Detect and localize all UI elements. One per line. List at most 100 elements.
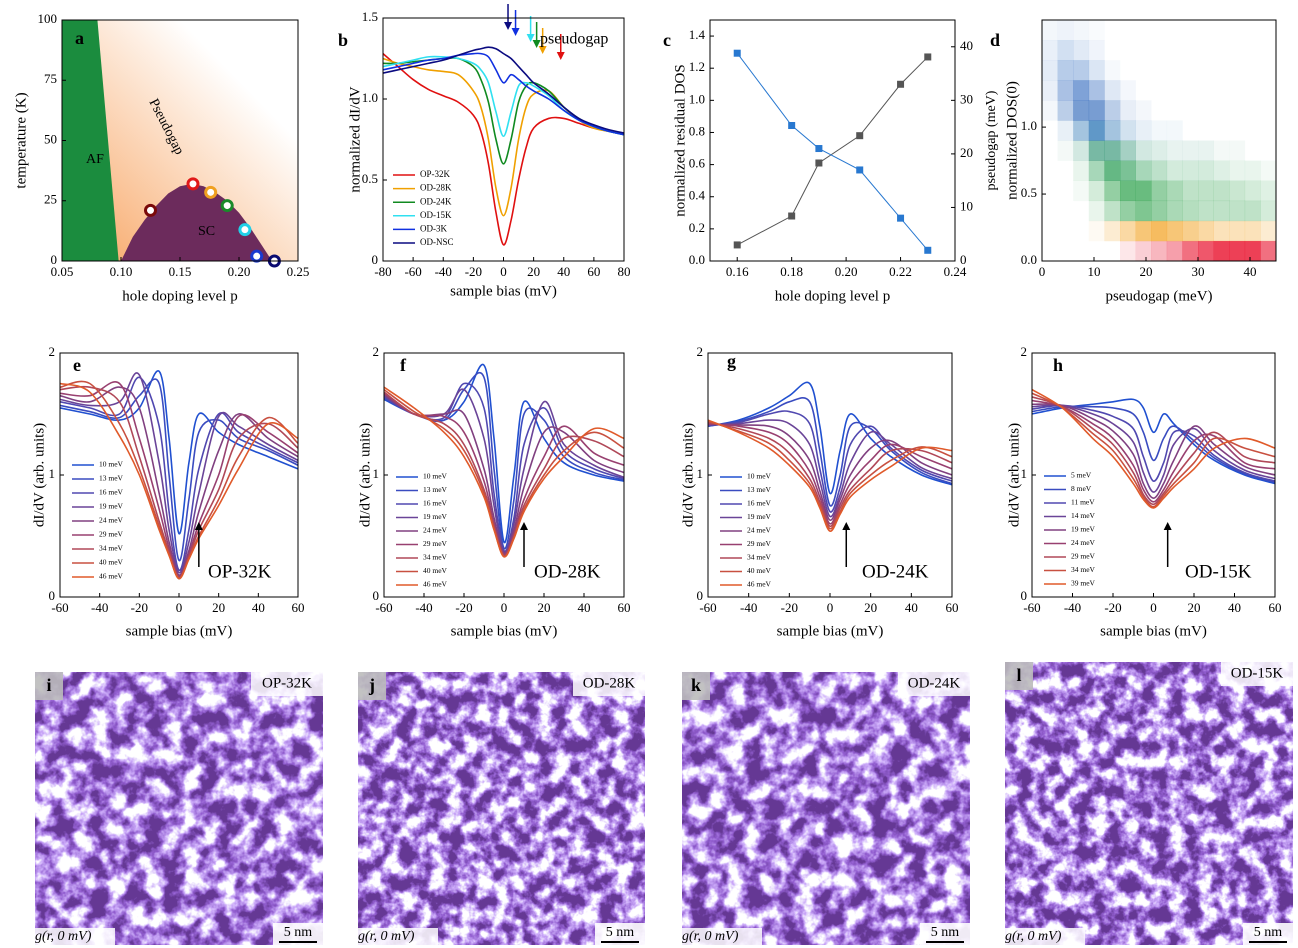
x-tick-label: -20 xyxy=(781,600,798,615)
legend-label: 10 meV xyxy=(99,460,124,469)
region-label: SC xyxy=(198,224,215,239)
density-cell xyxy=(1088,200,1105,222)
density-cell xyxy=(1073,80,1090,101)
scale-bar-label: 5 nm xyxy=(606,925,635,940)
marker xyxy=(897,80,905,88)
x-tick-label: 80 xyxy=(618,264,631,279)
series-line xyxy=(60,372,298,574)
scale-bar-label: 5 nm xyxy=(1254,925,1283,940)
density-cell xyxy=(1135,120,1152,141)
density-cell xyxy=(1214,40,1230,60)
density-cell xyxy=(1042,40,1058,61)
x-tick-label: 0.15 xyxy=(169,264,192,279)
density-cell xyxy=(1151,140,1168,161)
x-tick-label: 60 xyxy=(587,264,600,279)
series-line xyxy=(384,382,624,552)
x-axis-label: hole doping level p xyxy=(122,288,237,304)
caption: g(r, 0 mV) xyxy=(358,929,415,944)
y2-tick-label: 40 xyxy=(960,38,973,53)
density-cell xyxy=(1182,240,1199,262)
density-cell xyxy=(1136,60,1152,80)
x-tick-label: 0.24 xyxy=(944,264,967,279)
y-tick-label: 1.4 xyxy=(689,27,706,42)
density-cell xyxy=(1135,180,1152,202)
arrow-head xyxy=(556,52,565,60)
density-cell xyxy=(1182,180,1199,202)
density-cell xyxy=(1214,100,1230,120)
density-cell xyxy=(1088,60,1105,81)
density-cell xyxy=(1166,180,1183,202)
series-line xyxy=(736,56,929,246)
legend-label: 29 meV xyxy=(747,539,772,548)
x-tick-label: 0.05 xyxy=(51,264,74,279)
density-cell xyxy=(1182,220,1199,242)
panel-label: h xyxy=(1053,355,1063,375)
y-tick-label: 25 xyxy=(44,192,57,207)
density-cell xyxy=(1073,100,1090,121)
x-tick-label: -40 xyxy=(415,600,432,615)
x-tick-label: 0 xyxy=(176,600,183,615)
y-tick-label: 2 xyxy=(49,344,56,359)
density-cell xyxy=(1167,100,1183,120)
density-cell xyxy=(1213,240,1230,262)
caption: g(r, 0 mV) xyxy=(682,929,739,944)
density-cell xyxy=(1088,220,1105,242)
density-cell xyxy=(1244,220,1261,242)
series-line xyxy=(384,391,624,557)
series-line xyxy=(384,363,624,543)
series-line xyxy=(60,376,298,571)
series-line xyxy=(384,393,624,554)
density-cell xyxy=(1166,160,1183,181)
density-cell xyxy=(1245,60,1261,80)
legend-label: 46 meV xyxy=(747,580,772,589)
density-cell xyxy=(1166,140,1183,161)
legend-label: 8 meV xyxy=(1071,484,1092,493)
density-cell xyxy=(1198,40,1214,60)
density-cell xyxy=(1214,120,1230,140)
density-cell xyxy=(1042,60,1058,81)
density-cell xyxy=(1120,140,1136,161)
density-cell xyxy=(1182,160,1199,181)
density-cell xyxy=(1135,220,1152,242)
legend-label: OD-3K xyxy=(420,223,447,233)
series-line xyxy=(384,386,624,558)
x-tick-label: 60 xyxy=(618,600,631,615)
legend-label: 34 meV xyxy=(99,544,124,553)
density-cell xyxy=(1166,200,1183,222)
density-cell xyxy=(1198,200,1214,222)
y-axis-label: dI/dV (arb. units) xyxy=(31,423,47,527)
density-cell xyxy=(1104,40,1120,60)
y-tick-label: 0.0 xyxy=(689,252,705,267)
legend-label: 13 meV xyxy=(747,485,772,494)
sample-label: OD-15K xyxy=(1185,561,1252,582)
conductance-map xyxy=(35,672,323,945)
density-cell xyxy=(1136,40,1152,60)
legend-label: OD-28K xyxy=(420,183,452,193)
x-tick-label: 0 xyxy=(827,600,834,615)
density-cell xyxy=(1120,240,1136,262)
x-tick-label: 0 xyxy=(501,600,508,615)
legend-label: 39 meV xyxy=(1071,579,1096,588)
series-line xyxy=(708,420,952,530)
density-cell xyxy=(1088,160,1105,181)
density-cell xyxy=(1151,240,1168,262)
y-tick-label: 0.5 xyxy=(1021,185,1037,200)
density-cell xyxy=(1073,40,1090,61)
sample-label: OD-28K xyxy=(534,561,601,582)
density-cell xyxy=(1057,80,1074,101)
x-tick-label: 10 xyxy=(1088,264,1101,279)
y-tick-label: 1 xyxy=(373,466,380,481)
sample-label-box xyxy=(898,672,970,696)
legend-label: 34 meV xyxy=(747,553,772,562)
density-cell xyxy=(1198,120,1214,140)
density-cell xyxy=(1198,60,1214,80)
panel-label: k xyxy=(691,675,701,695)
density-cell xyxy=(1229,20,1245,40)
density-cell xyxy=(1088,140,1105,161)
density-cell xyxy=(1260,80,1276,100)
y-tick-label: 1 xyxy=(49,466,56,481)
x-tick-label: -60 xyxy=(404,264,421,279)
conductance-map xyxy=(358,672,645,945)
x-tick-label: -20 xyxy=(465,264,482,279)
density-cell xyxy=(1229,40,1245,60)
